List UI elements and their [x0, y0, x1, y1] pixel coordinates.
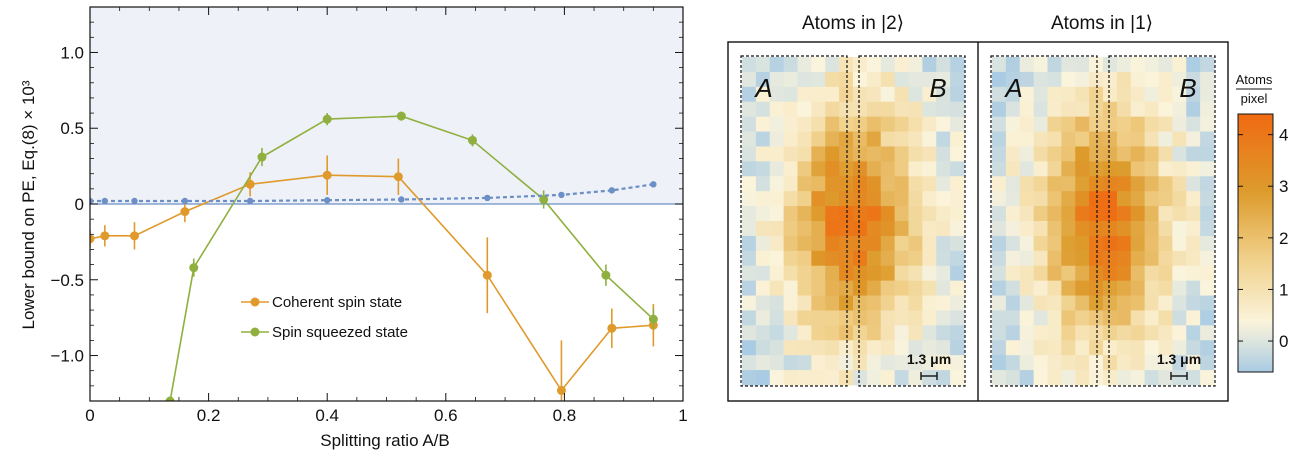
- data-point: [90, 197, 94, 205]
- data-point: [650, 181, 657, 188]
- data-point: [129, 231, 139, 241]
- series-2: [90, 181, 657, 205]
- data-point: [393, 172, 403, 182]
- data-point: [484, 194, 491, 202]
- colorbar-gradient: [1237, 113, 1274, 373]
- y-tick-label: −1.0: [50, 347, 84, 366]
- colorbar-title-bottom: pixel: [1241, 91, 1268, 106]
- data-point: [601, 270, 611, 280]
- colorbar-tick-label: 1: [1279, 280, 1288, 299]
- region-b-box: [1108, 55, 1216, 387]
- colorbar-title-top: Atoms: [1236, 72, 1273, 87]
- x-tick-label: 0: [85, 406, 94, 425]
- y-tick-label: 1.0: [60, 43, 84, 62]
- series-line: [90, 174, 654, 392]
- data-point: [467, 135, 477, 145]
- colorbar-tick-label: 4: [1279, 126, 1288, 145]
- region-a-label: A: [753, 73, 772, 103]
- data-point: [181, 197, 189, 205]
- x-tick-label: 0.6: [434, 406, 458, 425]
- data-point: [539, 194, 549, 204]
- y-axis-title: Lower bound on PE, Eq.(8) × 10³: [19, 80, 38, 329]
- colorbar-tick-label: 0: [1279, 332, 1288, 351]
- colorbar-tick-label: 2: [1279, 229, 1288, 248]
- x-tick-label: 0.4: [315, 406, 339, 425]
- x-tick-label: 1: [678, 406, 687, 425]
- data-point: [131, 197, 138, 205]
- scale-bar-label: 1.3 μm: [907, 351, 951, 367]
- line-plot: 0 0.2 0.4 0.6 0.8 1 −1.0 −0.5 0 0.5 1.0 Coherent sp…: [50, 6, 688, 425]
- series-1: [165, 111, 658, 401]
- data-point: [648, 314, 658, 324]
- legend-entry: Spin squeezed state: [272, 324, 408, 341]
- x-tick-label: 0.8: [553, 406, 577, 425]
- data-point: [482, 270, 492, 280]
- region-b-box: [858, 55, 966, 387]
- data-point: [189, 263, 199, 273]
- data-point: [257, 152, 267, 162]
- scale-bar-label: 1.3 μm: [1157, 351, 1201, 367]
- region-b-label: B: [929, 73, 946, 103]
- panel-title-2: Atoms in |1⟩: [1051, 13, 1153, 34]
- data-point: [556, 385, 566, 395]
- region-a-label: A: [1003, 73, 1022, 103]
- data-point: [607, 323, 617, 333]
- data-point: [322, 170, 332, 180]
- y-tick-label: −0.5: [50, 271, 84, 290]
- colorbar-tick-label: 3: [1279, 177, 1288, 196]
- data-point: [101, 197, 109, 205]
- y-tick-label: 0.5: [60, 119, 84, 138]
- data-point: [608, 187, 616, 194]
- heatmap-panels: A B 1.3 μm A B 1.3 μm: [727, 41, 1229, 402]
- data-point: [558, 191, 565, 199]
- data-point: [246, 197, 254, 205]
- region-a-box: [990, 55, 1098, 387]
- colorbar: 0 1 2 3 4: [1237, 113, 1288, 373]
- legend: Coherent spin state Spin squeezed state: [241, 294, 408, 341]
- data-point: [90, 234, 95, 244]
- legend-marker: [250, 297, 260, 307]
- heatmap-panel-2: A B 1.3 μm: [990, 55, 1216, 387]
- x-axis-title: Splitting ratio A/B: [320, 431, 449, 450]
- heatmap-panel-1: A B 1.3 μm: [740, 55, 966, 387]
- data-point: [180, 207, 190, 217]
- region-b-label: B: [1179, 73, 1196, 103]
- data-point: [165, 396, 175, 401]
- y-tick-label: 0: [75, 195, 84, 214]
- data-point: [398, 196, 405, 203]
- x-tick-label: 0.2: [197, 406, 221, 425]
- data-point: [322, 114, 332, 124]
- panel-title-1: Atoms in |2⟩: [802, 13, 904, 34]
- data-point: [100, 231, 110, 241]
- legend-marker: [250, 327, 260, 337]
- region-a-box: [740, 55, 848, 387]
- shaded-positive-region: [90, 7, 683, 204]
- data-point: [245, 179, 255, 189]
- data-point: [324, 197, 331, 204]
- legend-entry: Coherent spin state: [272, 294, 402, 311]
- data-point: [396, 111, 406, 121]
